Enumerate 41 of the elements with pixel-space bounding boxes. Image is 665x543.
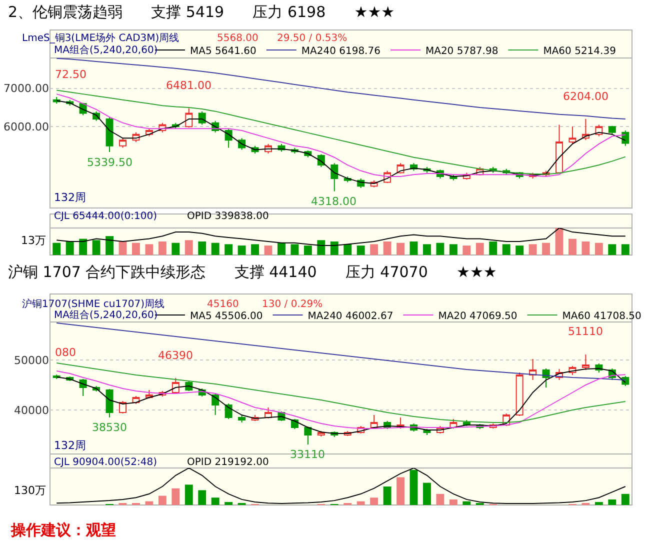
text: OPID 339838.00 [187, 211, 269, 222]
legend-label: MA240 46002.67 [308, 310, 394, 322]
text: 29.50 / 0.53% [277, 33, 348, 44]
legend-label: MA20 47069.50 [438, 310, 518, 322]
legend-label: MA5 45506.00 [190, 310, 263, 322]
legend-label: MA20 5787.98 [425, 46, 498, 57]
annotation: 6204.00 [563, 90, 608, 103]
chart-title: 2、伦铜震荡趋弱 支撑 5419 压力 6198 ★★★ [8, 3, 395, 21]
annotation: 132周 [54, 439, 86, 452]
annotation: 38530 [92, 421, 127, 434]
annotation: 080 [55, 346, 76, 359]
text: 操作建议：观望 [10, 521, 116, 539]
y-tick-label: 50000 [14, 354, 49, 367]
annotation: 46390 [158, 349, 193, 362]
text: 130 / 0.29% [262, 299, 323, 310]
text: CJL 65444.00(0:100) [54, 211, 158, 222]
text: CJL 90904.00(52:48) [54, 457, 158, 468]
chart-title: 沪铜 1707 合约下跌中续形态 支撑 44140 压力 47070 ★★★ [8, 263, 497, 281]
annotation: 5339.50 [87, 156, 132, 169]
annotation: 6481.00 [166, 79, 212, 92]
legend-label: MA60 41708.50 [562, 310, 642, 322]
text: LmeS_铜3(LME场外 CAD3M)周线 [22, 32, 180, 44]
text: 13万 [21, 234, 46, 247]
annotation: 33110 [290, 448, 325, 461]
annotation: 132周 [54, 191, 86, 204]
text: 5568.00 [217, 33, 258, 44]
y-tick-label: 6000.00 [4, 120, 49, 134]
y-tick-label: 40000 [14, 404, 49, 417]
legend-label: MA240 6198.76 [301, 46, 380, 57]
legend-label: MA60 5214.39 [543, 46, 616, 57]
y-tick-label: 7000.00 [4, 82, 49, 96]
text: 45160 [207, 299, 239, 310]
annotation: 51110 [568, 325, 603, 338]
legend-label: MA5 5641.60 [190, 46, 256, 57]
text: 130万 [14, 484, 46, 497]
text: 沪铜1707(SHME cu1707)周线 [22, 298, 165, 310]
annotation: 72.50 [55, 68, 86, 81]
text: MA组合(5,240,20,60) [54, 44, 158, 56]
annotation: 4318.00 [311, 195, 356, 208]
text: MA组合(5,240,20,60) [54, 309, 158, 321]
text: OPID 219192.00 [187, 457, 269, 468]
